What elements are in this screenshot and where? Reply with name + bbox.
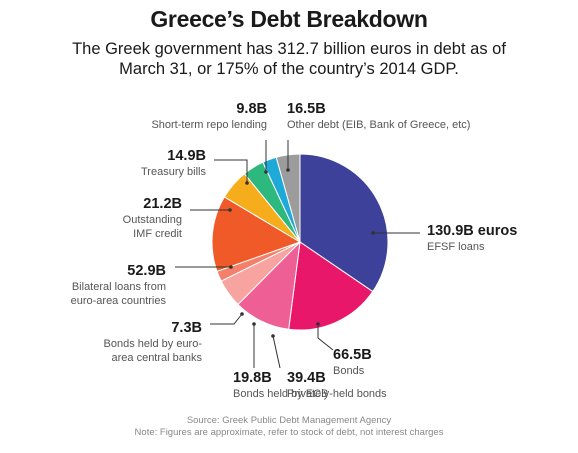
- leader-dot-repo-lending: [264, 170, 268, 174]
- slice-labels: 130.9B euros EFSF loans 66.5B Bonds 39.4B Pri…: [71, 101, 518, 400]
- leader-dot-bonds-held-by-central-banks: [240, 312, 244, 316]
- value-label-other-debt: 16.5B: [287, 101, 326, 117]
- category-label-bilateral-loans: Bilateral loans from: [72, 281, 166, 293]
- category-label-repo-lending: Short-term repo lending: [151, 119, 267, 131]
- category-label-bonds-held-by-ecb: Bonds held by ECB: [233, 388, 328, 400]
- value-label-efsf-loans: 130.9B euros: [427, 223, 517, 239]
- leader-dot-imf-credit: [228, 208, 232, 212]
- category-label-bonds-held-by-central-banks: Bonds held by euro-: [104, 338, 203, 350]
- category-label-efsf-loans: EFSF loans: [427, 241, 485, 253]
- category-label-privately-held-bonds: Privately-held bonds: [287, 388, 387, 400]
- source-note: Source: Greek Public Debt Management Age…: [186, 415, 392, 426]
- category-label-other-debt: Other debt (EIB, Bank of Greece, etc): [287, 119, 470, 131]
- leader-dot-bonds-held-by-ecb: [252, 322, 256, 326]
- leader-dot-bonds: [316, 322, 320, 326]
- leader-bonds: [317, 324, 334, 351]
- slice-bilateral-loans: [211, 196, 302, 272]
- leader-bonds-held-by-central-banks: [210, 313, 243, 325]
- chart-title: Greece’s Debt Breakdown: [150, 6, 428, 32]
- value-label-bonds: 66.5B: [333, 347, 372, 363]
- leader-dot-privately-held-bonds: [271, 334, 275, 338]
- value-label-privately-held-bonds: 39.4B: [287, 370, 326, 386]
- category-label-bilateral-loans: euro-area countries: [71, 295, 167, 307]
- category-label-imf-credit: IMF credit: [133, 228, 182, 240]
- leader-dot-treasury-bills: [245, 181, 249, 185]
- value-label-bilateral-loans: 52.9B: [127, 263, 166, 279]
- leader-dot-bilateral-loans: [229, 265, 233, 269]
- leader-dot-other-debt: [286, 168, 290, 172]
- value-label-imf-credit: 21.2B: [143, 196, 182, 212]
- pie-slices: [211, 153, 389, 331]
- footnote: Note: Figures are approximate, refer to …: [134, 427, 444, 438]
- value-label-bonds-held-by-ecb: 19.8B: [233, 370, 272, 386]
- category-label-bonds-held-by-central-banks: area central banks: [112, 352, 203, 364]
- category-label-bonds: Bonds: [333, 365, 365, 377]
- leader-privately-held-bonds: [272, 335, 281, 369]
- leader-lines: [175, 140, 420, 369]
- slice-efsf-loans: [299, 153, 389, 293]
- category-label-imf-credit: Outstanding: [123, 214, 182, 226]
- value-label-repo-lending: 9.8B: [236, 101, 267, 117]
- leader-treasury-bills: [214, 159, 248, 183]
- leader-dot-efsf-loans: [371, 231, 375, 235]
- chart-subtitle: The Greek government has 312.7 billion e…: [72, 40, 506, 78]
- value-label-treasury-bills: 14.9B: [167, 148, 206, 164]
- value-label-bonds-held-by-central-banks: 7.3B: [171, 320, 202, 336]
- category-label-treasury-bills: Treasury bills: [141, 166, 206, 178]
- slice-bonds: [288, 241, 374, 331]
